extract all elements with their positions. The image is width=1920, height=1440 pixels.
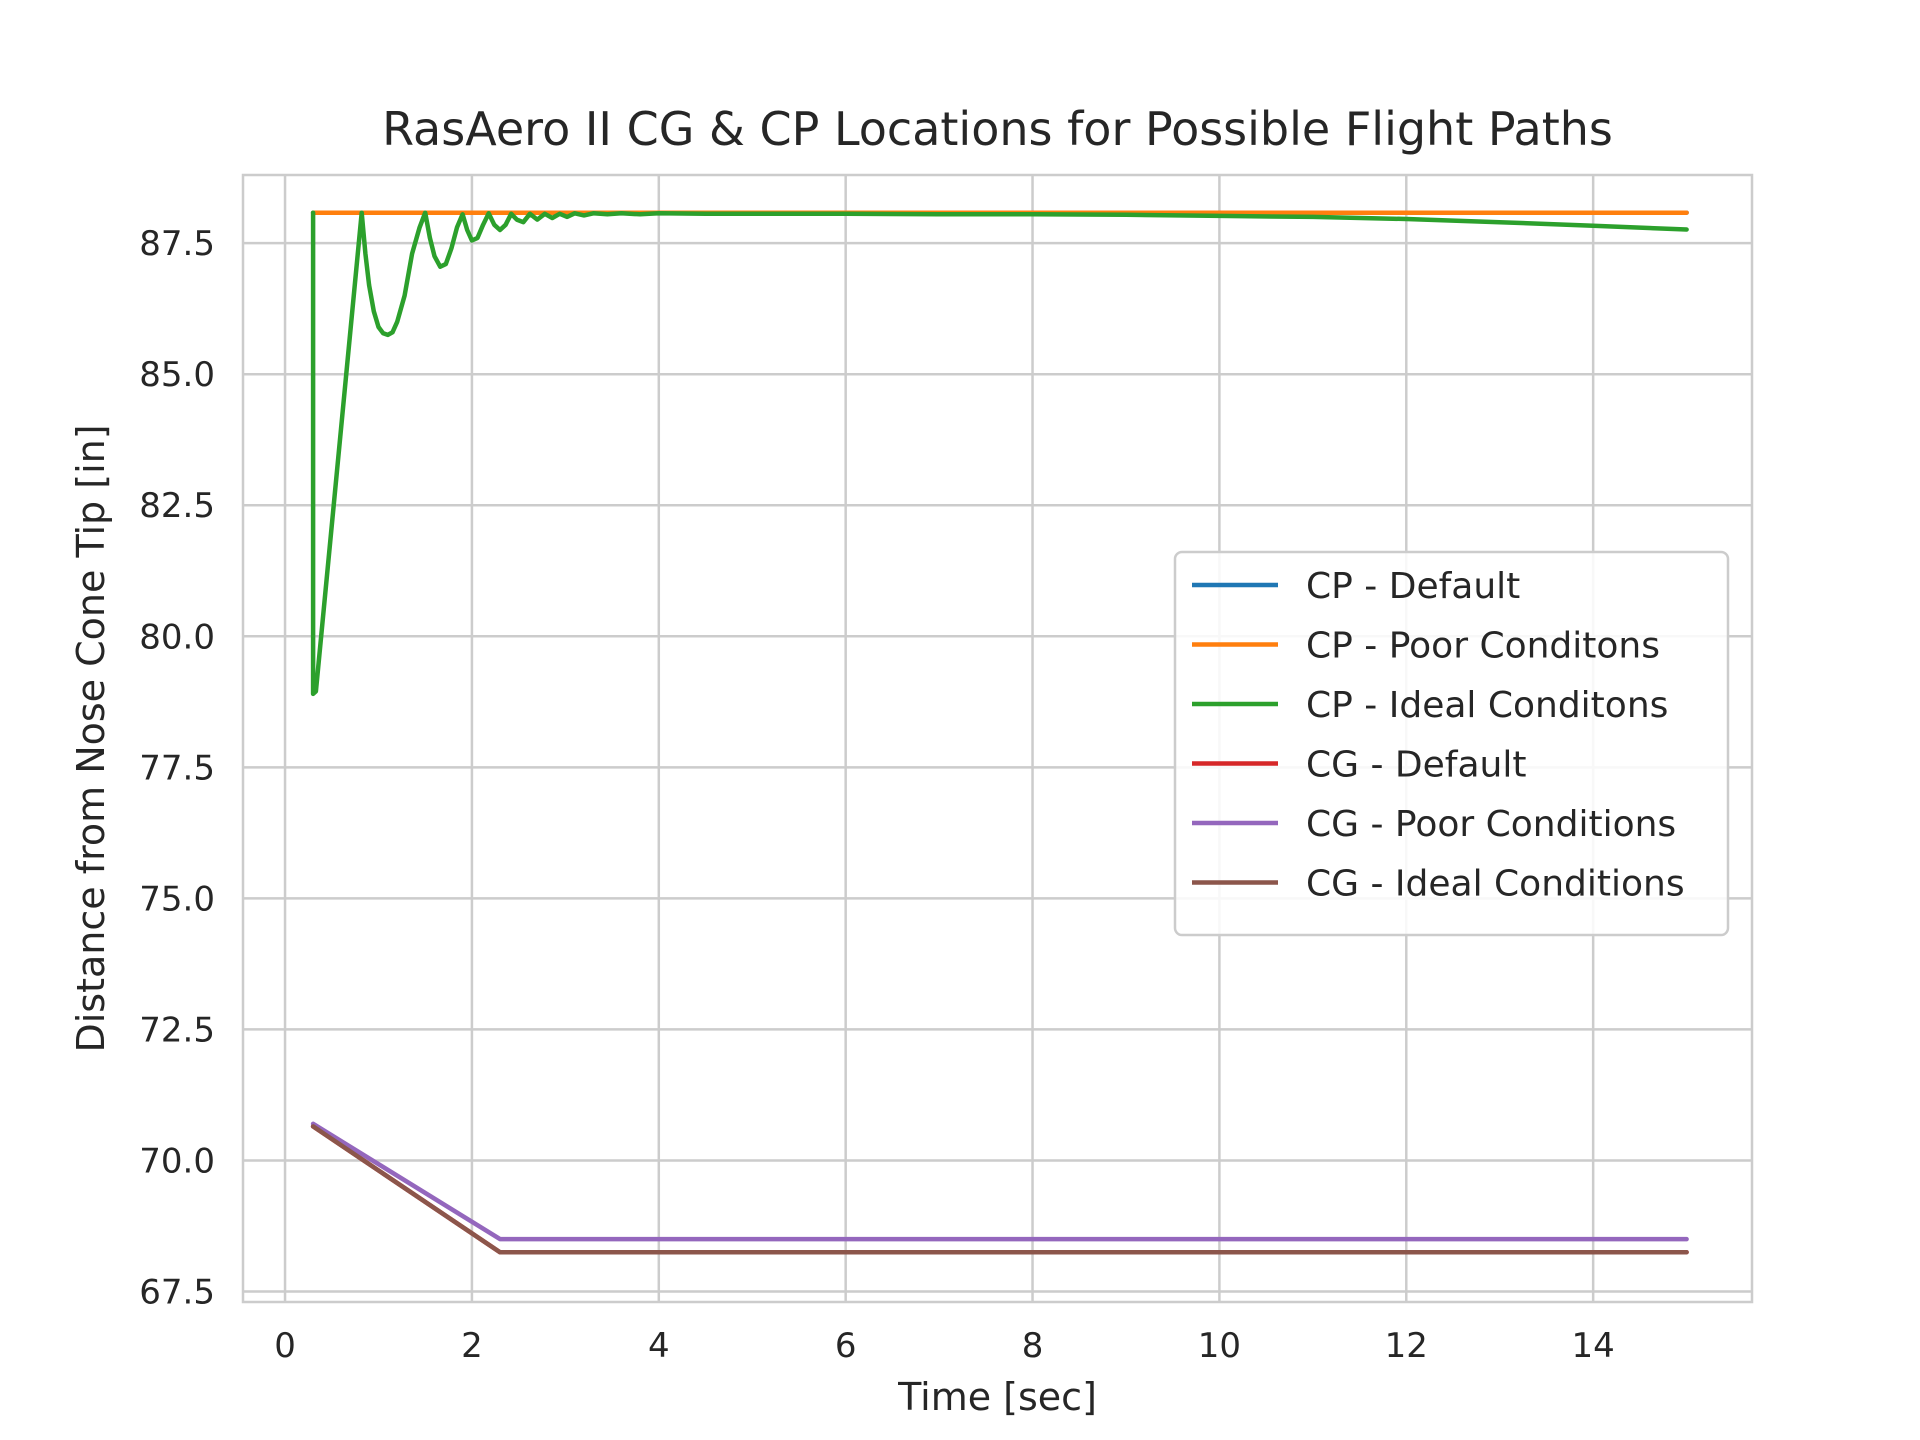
legend-label: CG - Default [1306, 745, 1526, 786]
x-tick-label: 6 [835, 1326, 857, 1366]
y-tick-label: 75.0 [139, 879, 215, 919]
x-tick-label: 0 [274, 1326, 296, 1366]
series-line-6 [310, 1124, 1689, 1255]
legend-box [1173, 550, 1730, 937]
legend-label: CP - Poor Conditons [1306, 626, 1660, 667]
legend: CP - Default CP - Poor Conditons CP - Idea… [1173, 550, 1730, 937]
y-tick-label: 82.5 [139, 486, 215, 526]
x-tick-label: 10 [1198, 1326, 1241, 1366]
x-axis-label: Time [sec] [897, 1375, 1097, 1419]
y-tick-label: 85.0 [139, 355, 215, 395]
legend-label: CP - Default [1306, 566, 1520, 607]
series-layer [310, 210, 1689, 1255]
y-tick-label: 87.5 [139, 224, 215, 264]
y-tick-label: 80.0 [139, 617, 215, 657]
ticks: 0 2 4 6 8 10 12 14 67.5 70.0 72.5 75.0 77.5 80.0 82.5 8… [139, 224, 1614, 1366]
x-tick-label: 4 [648, 1326, 670, 1366]
y-axis-label: Distance from Nose Cone Tip [in] [69, 424, 113, 1052]
y-tick-label: 70.0 [139, 1141, 215, 1181]
x-tick-label: 14 [1572, 1326, 1615, 1366]
plot-frame [241, 173, 1754, 1304]
x-tick-label: 12 [1385, 1326, 1428, 1366]
series-line-5 [310, 1121, 1689, 1242]
legend-label: CG - Ideal Conditions [1306, 864, 1685, 905]
legend-label: CP - Ideal Conditons [1306, 685, 1668, 726]
chart-title: RasAero II CG & CP Locations for Possibl… [382, 102, 1613, 156]
legend-label: CG - Poor Conditions [1306, 804, 1676, 845]
series-line-3 [310, 210, 1689, 697]
x-tick-label: 2 [461, 1326, 483, 1366]
y-tick-label: 77.5 [139, 748, 215, 788]
x-tick-label: 8 [1022, 1326, 1044, 1366]
y-tick-label: 67.5 [139, 1273, 215, 1313]
y-tick-label: 72.5 [139, 1010, 215, 1050]
